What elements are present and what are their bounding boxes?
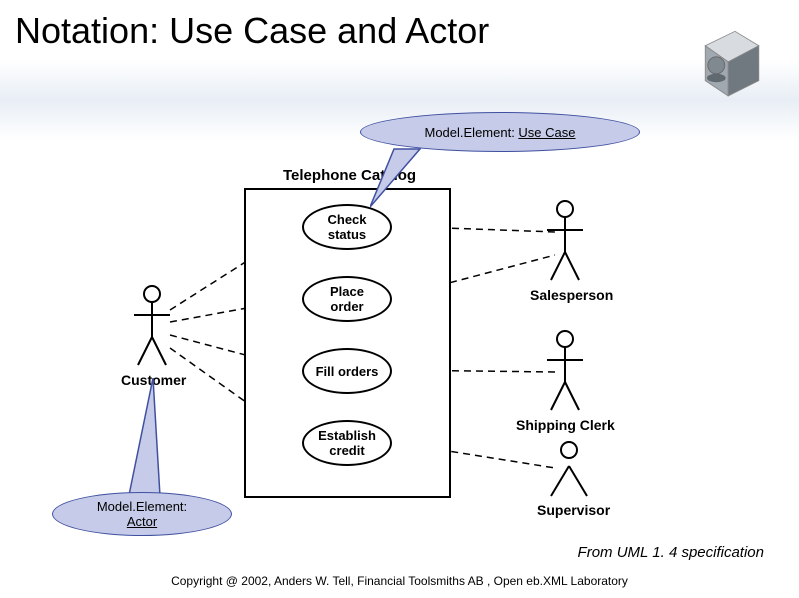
usecase-place-order: Placeorder bbox=[302, 276, 392, 322]
callout-actor-tail bbox=[115, 378, 205, 500]
actor-supervisor bbox=[545, 440, 593, 501]
usecase-establish-credit: Establishcredit bbox=[302, 420, 392, 466]
actor-shipping-clerk bbox=[545, 330, 585, 417]
usecase-fill-orders: Fill orders bbox=[302, 348, 392, 394]
actor-customer bbox=[132, 285, 172, 372]
callout-usecase-tail bbox=[370, 145, 450, 215]
callout-usecase: Model.Element: Use Case bbox=[360, 112, 640, 152]
callout-actor: Model.Element:Actor bbox=[52, 492, 232, 536]
actor-salesperson bbox=[545, 200, 585, 287]
